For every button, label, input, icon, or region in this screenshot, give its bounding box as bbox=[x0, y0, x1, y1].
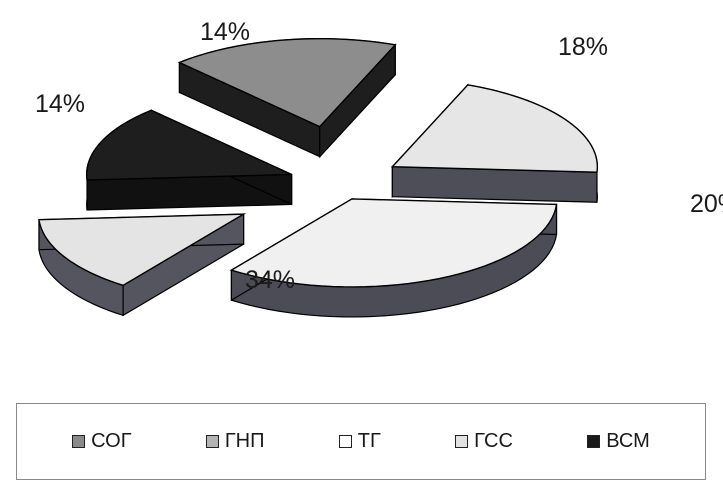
slice-label-gss: 18% bbox=[558, 33, 608, 61]
slice-label-gnp: 14% bbox=[35, 90, 85, 118]
slice-label-tg: 14% bbox=[200, 18, 250, 46]
pie-slice-gnp bbox=[38, 213, 247, 317]
pie-slice-gss bbox=[177, 37, 397, 159]
legend-swatch-tg bbox=[338, 435, 352, 448]
slice-label-vsm: 20% bbox=[690, 190, 723, 218]
legend-swatch-gnp bbox=[205, 435, 219, 448]
legend-swatch-vsm bbox=[587, 435, 601, 448]
legend-swatch-gss bbox=[455, 435, 469, 448]
legend-label-sog: СОГ bbox=[91, 430, 132, 452]
legend-item-sog: СОГ bbox=[72, 430, 132, 453]
legend-label-vsm: ВСМ bbox=[606, 430, 650, 452]
pie-slice-vsm bbox=[390, 83, 599, 203]
legend-item-vsm: ВСМ bbox=[587, 430, 650, 453]
pie-slice-tg bbox=[85, 109, 293, 211]
legend-label-gss: ГСС bbox=[474, 430, 513, 452]
pie-slice-sog bbox=[229, 197, 558, 318]
legend-swatch-sog bbox=[72, 435, 86, 448]
legend-item-gss: ГСС bbox=[455, 430, 513, 453]
legend-item-tg: ТГ bbox=[338, 430, 381, 453]
legend-label-gnp: ГНП bbox=[224, 430, 265, 452]
legend-label-tg: ТГ bbox=[357, 430, 381, 452]
legend-item-gnp: ГНП bbox=[205, 430, 265, 453]
slice-label-sog: 34% bbox=[245, 266, 295, 294]
chart-legend: СОГ ГНП ТГ ГСС ВСМ bbox=[16, 403, 706, 480]
